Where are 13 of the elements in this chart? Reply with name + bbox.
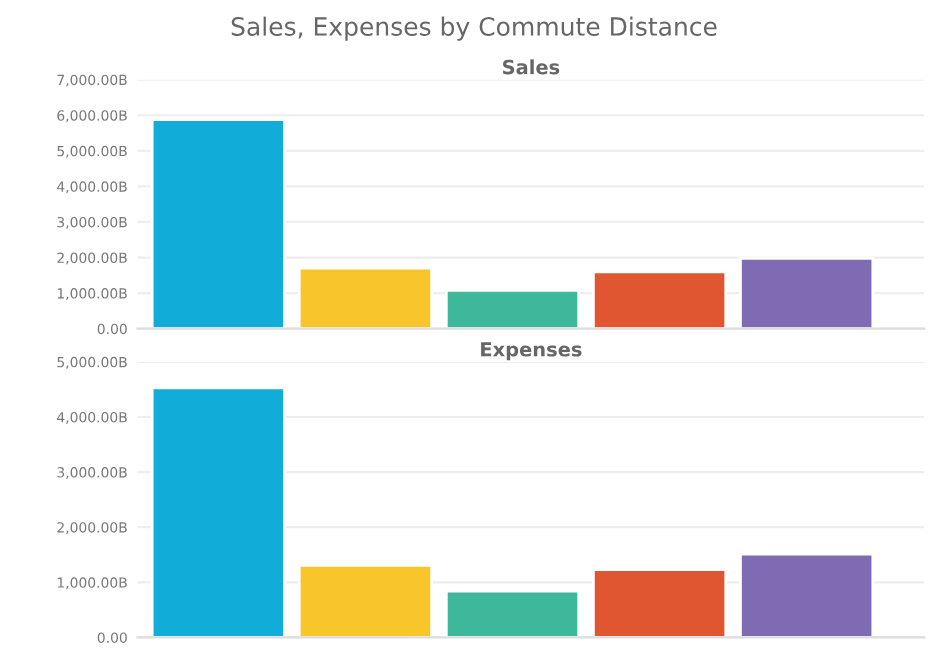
bar	[150, 386, 286, 638]
chart-title: Sales, Expenses by Commute Distance	[231, 16, 717, 41]
bar	[739, 552, 875, 638]
bar	[150, 118, 286, 329]
chart-subtitle: Sales	[503, 59, 560, 75]
bar	[297, 266, 433, 329]
bar	[297, 563, 433, 638]
bar	[444, 589, 581, 638]
bar	[739, 256, 875, 329]
bar	[592, 270, 728, 329]
bar	[444, 288, 581, 329]
chart-title: Expenses	[481, 342, 582, 361]
bar	[592, 568, 728, 638]
